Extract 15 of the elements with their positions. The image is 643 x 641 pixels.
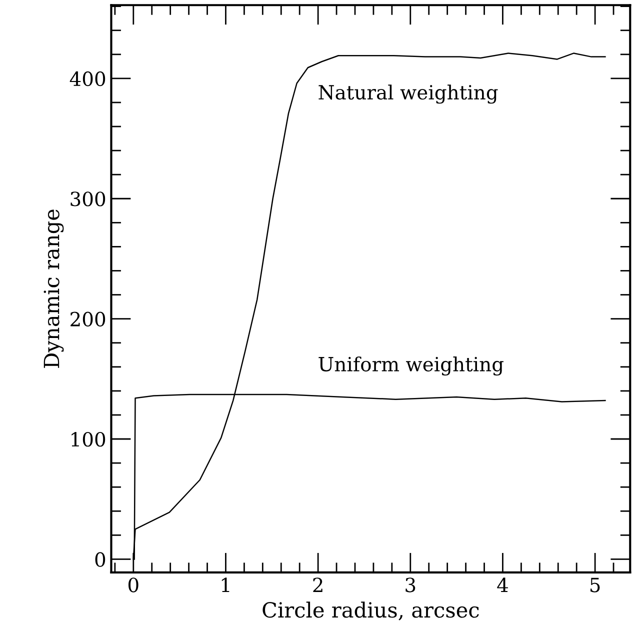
x-tick-label: 0 <box>128 578 138 592</box>
x-tick-label: 3 <box>406 578 416 592</box>
y-tick-label: 400 <box>70 71 106 86</box>
y-tick-label: 100 <box>72 432 106 447</box>
series-label: Natural weighting <box>318 84 498 104</box>
x-tick-label: 2 <box>313 578 322 592</box>
series-label: Uniform weighting <box>318 356 504 376</box>
y-tick-label: 0 <box>95 552 106 567</box>
x-tick-label: 4 <box>497 578 508 592</box>
x-tick-label: 5 <box>590 578 600 592</box>
x-axis-title: Circle radius, arcsec <box>262 602 479 620</box>
y-axis-title: Dynamic range <box>44 210 64 368</box>
y-tick-label: 300 <box>70 192 106 206</box>
y-tick-label: 200 <box>70 312 106 326</box>
x-tick-label: 1 <box>222 578 230 592</box>
